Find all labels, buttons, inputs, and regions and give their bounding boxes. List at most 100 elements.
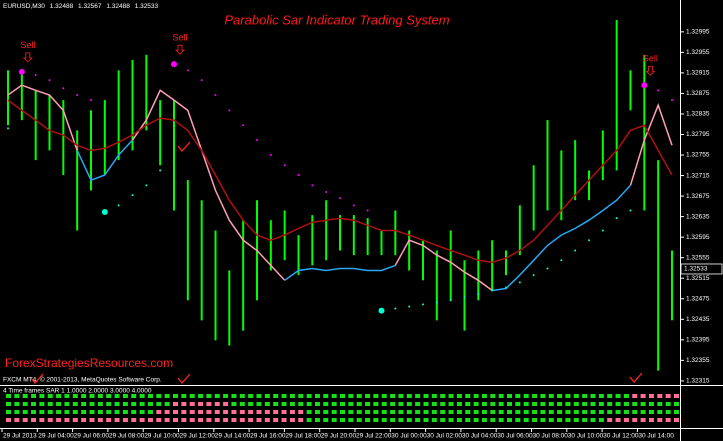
sar-dot xyxy=(90,99,92,102)
sar-square xyxy=(6,418,11,422)
sar-square xyxy=(173,418,178,422)
sar-square xyxy=(456,410,462,414)
sar-square xyxy=(97,410,103,414)
sar-square xyxy=(306,418,312,422)
sar-square xyxy=(31,394,37,398)
sar-square xyxy=(540,418,546,422)
sar-square xyxy=(256,394,262,398)
sar-square xyxy=(264,410,270,414)
sar-square xyxy=(548,402,554,406)
sar-square xyxy=(640,402,646,406)
sar-square xyxy=(248,410,254,414)
sar-square xyxy=(181,402,187,406)
sar-square xyxy=(298,418,304,422)
sar-square xyxy=(557,402,563,406)
copyright: FXCM MT4, © 2001-2013, MetaQuotes Softwa… xyxy=(3,376,162,384)
quote-low: 1.32488 xyxy=(106,3,130,10)
sar-square xyxy=(590,410,596,414)
quote-high: 1.32567 xyxy=(78,3,102,10)
sar-dot xyxy=(378,307,385,314)
sar-square xyxy=(465,402,471,406)
y-tick-label: 1.32555 xyxy=(686,254,710,261)
sar-square xyxy=(323,410,329,414)
sar-square xyxy=(415,410,421,414)
sar-square xyxy=(490,394,496,398)
sar-square xyxy=(381,410,387,414)
sar-square xyxy=(373,402,379,406)
sar-square xyxy=(523,394,529,398)
sar-square xyxy=(323,402,329,406)
symbol-header: EURUSD,M30 1.32488 1.32567 1.32488 1.325… xyxy=(3,3,159,10)
sar-square xyxy=(532,418,538,422)
sar-dot xyxy=(48,79,51,82)
x-tick-label: 29 Jul 2013 xyxy=(3,433,37,440)
sar-square xyxy=(106,418,112,422)
checkmark xyxy=(177,373,191,385)
sar-square xyxy=(156,402,162,406)
x-tick-label: 29 Jul 14:00 xyxy=(215,433,251,440)
x-tick-label: 30 Jul 06:00 xyxy=(497,433,533,440)
sar-square xyxy=(147,418,153,422)
sar-square xyxy=(340,402,345,406)
sar-square xyxy=(456,402,462,406)
sar-square xyxy=(640,418,646,422)
sar-square xyxy=(306,402,312,406)
sar-square xyxy=(223,418,229,422)
sar-square xyxy=(490,402,496,406)
y-tick-label: 1.32635 xyxy=(686,213,710,220)
sar-square xyxy=(248,402,254,406)
sar-square xyxy=(406,418,412,422)
sar-square xyxy=(314,402,320,406)
sar-square xyxy=(632,394,638,398)
sar-square xyxy=(181,394,187,398)
sar-square xyxy=(465,418,471,422)
sell-arrow xyxy=(175,44,185,55)
x-tick-label: 30 Jul 00:00 xyxy=(391,433,427,440)
sar-dot xyxy=(76,93,79,96)
sar-square xyxy=(523,410,529,414)
sar-square xyxy=(465,410,471,414)
sar-dot xyxy=(311,184,314,187)
sar-square xyxy=(415,402,421,406)
sar-square xyxy=(548,394,554,398)
sar-square xyxy=(39,418,45,422)
sar-square xyxy=(398,418,404,422)
y-tick-label: 1.32355 xyxy=(686,357,710,364)
sar-square xyxy=(231,410,237,414)
sar-square xyxy=(448,418,454,422)
sar-square xyxy=(89,410,95,414)
sar-square xyxy=(273,394,279,398)
sar-square xyxy=(189,418,195,422)
sar-square xyxy=(381,418,387,422)
sar-square xyxy=(648,402,654,406)
sar-square xyxy=(331,418,337,422)
indicator-line xyxy=(7,84,673,292)
sar-square xyxy=(206,394,212,398)
y-tick-label: 1.32515 xyxy=(686,275,710,282)
sar-square xyxy=(490,418,496,422)
sar-square xyxy=(47,394,53,398)
sar-square xyxy=(6,402,11,406)
sar-square xyxy=(390,418,396,422)
sar-square xyxy=(582,402,588,406)
sar-square xyxy=(173,410,178,414)
sar-square xyxy=(198,402,204,406)
sar-square xyxy=(223,410,229,414)
x-tick-label: 30 Jul 08:00 xyxy=(533,433,569,440)
sar-square xyxy=(582,394,588,398)
sar-square xyxy=(22,418,28,422)
sar-square xyxy=(214,410,220,414)
sar-square xyxy=(281,418,287,422)
sar-dot xyxy=(117,204,120,207)
sar-square xyxy=(640,394,646,398)
sar-dot xyxy=(171,61,177,68)
sar-square xyxy=(348,410,354,414)
sar-square xyxy=(398,402,404,406)
x-tick-label: 29 Jul 20:00 xyxy=(321,433,357,440)
sar-square xyxy=(72,418,78,422)
sar-dot xyxy=(518,281,521,284)
sar-dot xyxy=(532,274,535,277)
y-tick-label: 1.32955 xyxy=(686,49,710,56)
sar-square xyxy=(515,418,521,422)
y-tick-label: 1.32795 xyxy=(686,131,710,138)
